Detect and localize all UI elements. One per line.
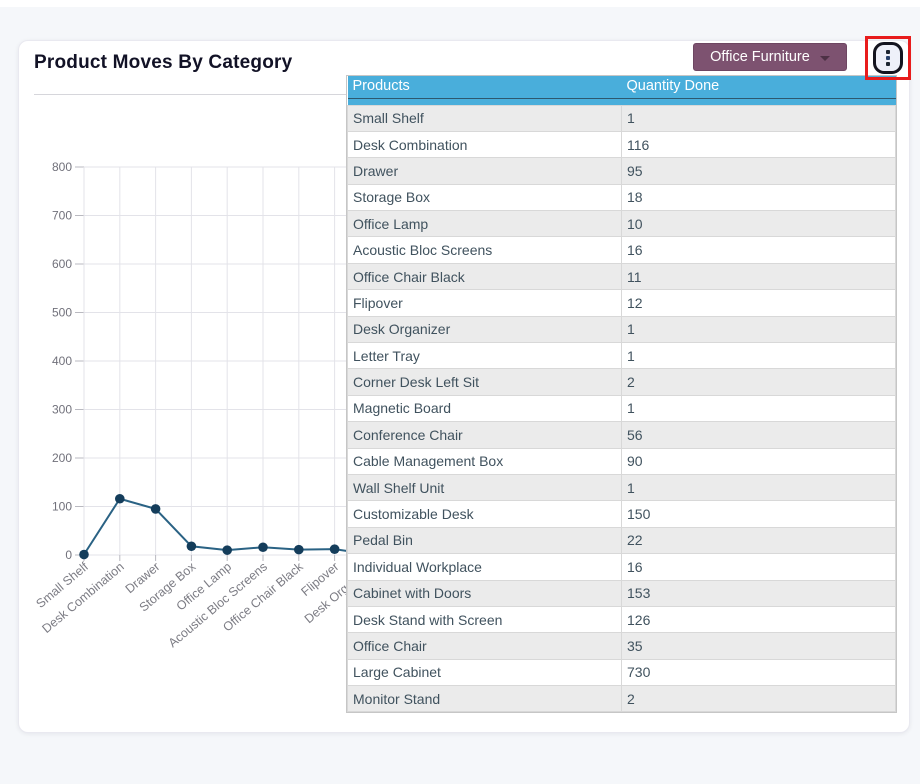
table-body: Small Shelf 1 Desk Combination 116 Drawer 95 S…	[347, 104, 896, 713]
product-name-cell: Desk Organizer	[347, 315, 622, 344]
product-name-cell: Small Shelf	[347, 104, 622, 132]
table-row: Office Chair Black 11	[347, 262, 896, 291]
product-name-cell: Monitor Stand	[347, 685, 622, 713]
table-row: Cable Management Box 90	[347, 447, 896, 475]
category-filter-label: Office Furniture	[710, 49, 810, 65]
page-title: Product Moves By Category	[34, 52, 293, 73]
table-row: Customizable Desk 150	[347, 500, 896, 528]
product-name-cell: Customizable Desk	[347, 500, 622, 528]
quantity-cell: 730	[621, 658, 896, 687]
quantity-cell: 153	[621, 579, 896, 607]
caret-down-icon	[819, 55, 830, 61]
quantity-cell: 1	[621, 315, 896, 344]
product-name-cell: Pedal Bin	[347, 526, 622, 555]
quantity-cell: 1	[621, 394, 896, 423]
product-name-cell: Flipover	[347, 289, 622, 317]
kebab-vertical-icon	[886, 50, 890, 66]
product-name-cell: Desk Stand with Screen	[347, 605, 622, 634]
quantity-cell: 18	[621, 183, 896, 212]
product-name-cell: Magnetic Board	[347, 394, 622, 423]
product-name-cell: Large Cabinet	[347, 658, 622, 687]
quantity-cell: 22	[621, 526, 896, 555]
table-row: Monitor Stand 2	[347, 685, 896, 713]
quantity-cell: 2	[621, 368, 896, 396]
table-row: Desk Combination 116	[347, 130, 896, 159]
quantity-cell: 16	[621, 236, 896, 264]
table-row: Storage Box 18	[347, 183, 896, 212]
table-row: Magnetic Board 1	[347, 394, 896, 423]
quantity-cell: 11	[621, 262, 896, 291]
table-row: Drawer 95	[347, 157, 896, 185]
product-name-cell: Drawer	[347, 157, 622, 185]
table-row: Corner Desk Left Sit 2	[347, 368, 896, 396]
quantity-cell: 35	[621, 632, 896, 660]
product-name-cell: Office Lamp	[347, 210, 622, 238]
product-name-cell: Storage Box	[347, 183, 622, 212]
quantity-cell: 1	[621, 342, 896, 370]
product-name-cell: Desk Combination	[347, 130, 622, 159]
product-name-cell: Office Chair	[347, 632, 622, 660]
table-row: Large Cabinet 730	[347, 658, 896, 687]
quantity-cell: 10	[621, 210, 896, 238]
top-strip	[0, 0, 920, 7]
quantity-cell: 95	[621, 157, 896, 185]
quantity-cell: 2	[621, 685, 896, 713]
product-name-cell: Conference Chair	[347, 421, 622, 449]
quantity-cell: 1	[621, 104, 896, 132]
table-row: Office Lamp 10	[347, 210, 896, 238]
quantity-cell: 12	[621, 289, 896, 317]
table-row: Cabinet with Doors 153	[347, 579, 896, 607]
table-row: Small Shelf 1	[347, 104, 896, 132]
table-row: Flipover 12	[347, 289, 896, 317]
product-name-cell: Individual Workplace	[347, 553, 622, 581]
product-name-cell: Letter Tray	[347, 342, 622, 370]
quantity-cell: 16	[621, 553, 896, 581]
table-header-row: Products Quantity Done	[347, 76, 896, 105]
quantity-cell: 90	[621, 447, 896, 475]
product-name-cell: Corner Desk Left Sit	[347, 368, 622, 396]
table-header-quantity: Quantity Done	[621, 76, 896, 105]
kebab-menu-button[interactable]	[873, 42, 903, 74]
table-row: Individual Workplace 16	[347, 553, 896, 581]
quantity-cell: 150	[621, 500, 896, 528]
product-name-cell: Acoustic Bloc Screens	[347, 236, 622, 264]
table-header-products: Products	[347, 76, 622, 105]
table-row: Letter Tray 1	[347, 342, 896, 370]
quantity-cell: 1	[621, 473, 896, 502]
table-row: Conference Chair 56	[347, 421, 896, 449]
quantity-cell: 116	[621, 130, 896, 159]
table-row: Desk Stand with Screen 126	[347, 605, 896, 634]
table-row: Wall Shelf Unit 1	[347, 473, 896, 502]
quantity-cell: 56	[621, 421, 896, 449]
product-name-cell: Wall Shelf Unit	[347, 473, 622, 502]
table-row: Office Chair 35	[347, 632, 896, 660]
table-row: Pedal Bin 22	[347, 526, 896, 555]
product-name-cell: Office Chair Black	[347, 262, 622, 291]
products-popup-table: Products Quantity Done Small Shelf 1 Desk …	[346, 75, 897, 714]
category-filter-button[interactable]: Office Furniture	[693, 43, 847, 71]
product-name-cell: Cabinet with Doors	[347, 579, 622, 607]
product-name-cell: Cable Management Box	[347, 447, 622, 475]
table-row: Acoustic Bloc Screens 16	[347, 236, 896, 264]
quantity-cell: 126	[621, 605, 896, 634]
table-row: Desk Organizer 1	[347, 315, 896, 344]
